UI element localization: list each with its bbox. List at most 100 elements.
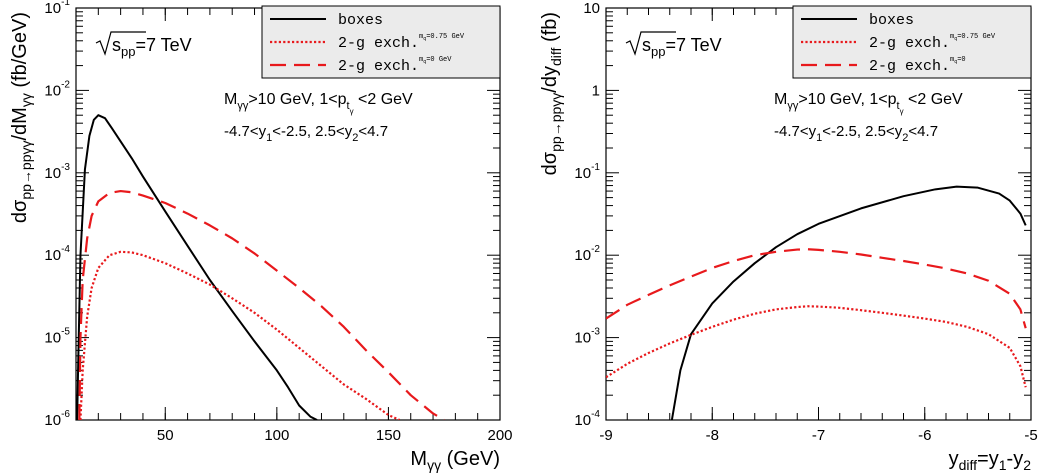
x-axis-title-sub: diff [959,457,978,473]
legend-label-sub: =0.75 GeV [957,33,996,41]
energy-label-part: s [112,35,121,55]
legend-label-sub: =0 GeV [426,56,452,64]
y-tick-exponent: -5 [61,327,70,338]
cuts-sub: γγ [237,100,249,112]
sqrt-sign [95,31,146,56]
y-tick-exponent: -3 [61,162,70,173]
cuts-part: <-2.5, 2.5<y [822,123,903,140]
y-tick-base: 10 [44,412,61,429]
series-line-boxes [670,185,1027,420]
legend-label-sub: =0 [957,56,965,64]
legend-label-sub: m [419,56,423,64]
y-tick-base: 10 [44,82,61,99]
legend-label-sub: m [950,33,954,41]
y-tick-base: 10 [44,165,61,182]
cuts-sub: t [347,100,350,112]
cuts-part: <4.7 [358,123,388,140]
cuts-line-2: -4.7<y1<-2.5, 2.5<y2<4.7 [224,123,388,144]
y-tick-label: 10-2 [44,79,70,99]
y-tick-label: 10-4 [44,244,70,264]
x-axis-title-part: M [410,448,427,470]
energy-label-sub: pp [121,44,135,59]
cuts-part: M [224,91,237,108]
legend-label: 2-g exch.mq=0 GeV [338,56,452,75]
cuts-subsub: γ [350,107,354,116]
cuts-part: -4.7<y [774,123,817,140]
y-axis-title-part: dσ [539,151,561,175]
x-tick-label: 200 [487,427,512,444]
legend-label-sub: m [950,56,954,64]
y-tick-exponent: -4 [61,244,70,255]
y-axis-title-part: ) [539,12,561,19]
cuts-part: <2 GeV [904,91,963,108]
cuts-part: M [774,91,787,108]
y-tick-base: 10 [44,330,61,347]
y-axis-title-sub: diff [548,47,564,66]
y-axis-title: dσpp→ppγγ/dydiff (fb) [539,12,564,175]
y-tick-exponent: -6 [61,409,70,420]
cuts-part: <2 GeV [354,91,413,108]
cuts-subsub: γ [900,107,904,116]
x-axis-title-part: -y [1007,448,1024,470]
legend-label-sub: q [954,36,957,42]
y-tick-exponent: -1 [61,0,70,8]
y-tick-exponent: -2 [591,244,600,255]
x-tick-label: 150 [376,427,401,444]
legend-label-name: boxes [338,12,383,29]
y-tick-base: 10 [574,330,591,347]
y-tick-label: 10-5 [44,327,70,347]
y-tick-label: 10 [583,0,600,17]
cuts-sub: 2 [352,132,358,144]
y-tick-base: 10 [44,0,61,17]
x-tick-label: 50 [157,427,174,444]
energy-label-sub: pp [651,44,665,59]
y-tick-base: 10 [574,247,591,264]
cuts-sub: t [897,100,900,112]
x-axis-title-part: =y [977,448,999,470]
x-tick-label: -8 [706,427,719,444]
y-axis-title-part: /dy [539,66,561,93]
series-line-boxes [76,114,318,420]
legend-label-sub: =0.75 GeV [426,33,465,41]
y-tick-base: 1 [592,82,600,99]
legend-label-sub: m [419,33,423,41]
legend-label-name: 2-g exch. [869,35,950,52]
x-tick-label: -7 [812,427,825,444]
cuts-sub: 2 [902,132,908,144]
energy-label-part: =7 TeV [135,35,191,55]
x-axis-title-sub: γγ [427,457,441,473]
x-tick-label: 100 [264,427,289,444]
y-axis-title-part: /GeV) [9,12,31,64]
y-tick-label: 10-3 [44,162,70,182]
x-axis-title-sub: 2 [1023,457,1031,473]
y-axis-title-part: (fb [539,19,561,48]
legend-label: boxes [869,12,914,29]
cuts-line-1: Mγγ>10 GeV, 1<ptγ <2 GeV [224,91,413,116]
legend-label-name: 2-g exch. [869,58,950,75]
y-axis-title-part: (fb [9,64,31,93]
series-line-exch-mq0 [606,248,1027,329]
cuts-line-1: Mγγ>10 GeV, 1<ptγ <2 GeV [774,91,963,116]
cuts-sub: 1 [266,132,272,144]
y-tick-label: 10-1 [574,162,600,182]
legend-label-name: 2-g exch. [338,35,419,52]
y-axis-title-sub: pp→ppγγ [548,93,564,152]
y-tick-base: 10 [583,0,600,17]
y-tick-label: 10-4 [574,409,600,429]
series-line-exch-mq0 [78,189,445,420]
y-tick-label: 10-6 [44,409,70,429]
series-group [606,185,1027,420]
x-axis-title: Mγγ (GeV) [410,448,500,473]
legend-label: 2-g exch.mq=0 [869,56,966,75]
energy-label-part: =7 TeV [665,35,721,55]
cuts-sub: 1 [816,132,822,144]
y-tick-base: 10 [574,412,591,429]
y-tick-base: 10 [574,165,591,182]
legend-label: boxes [338,12,383,29]
legend-label-sub: q [423,59,426,65]
legend-label-name: boxes [869,12,914,29]
x-tick-label: -6 [918,427,931,444]
x-axis-title-part: (GeV) [441,448,500,470]
y-tick-exponent: -4 [591,409,600,420]
